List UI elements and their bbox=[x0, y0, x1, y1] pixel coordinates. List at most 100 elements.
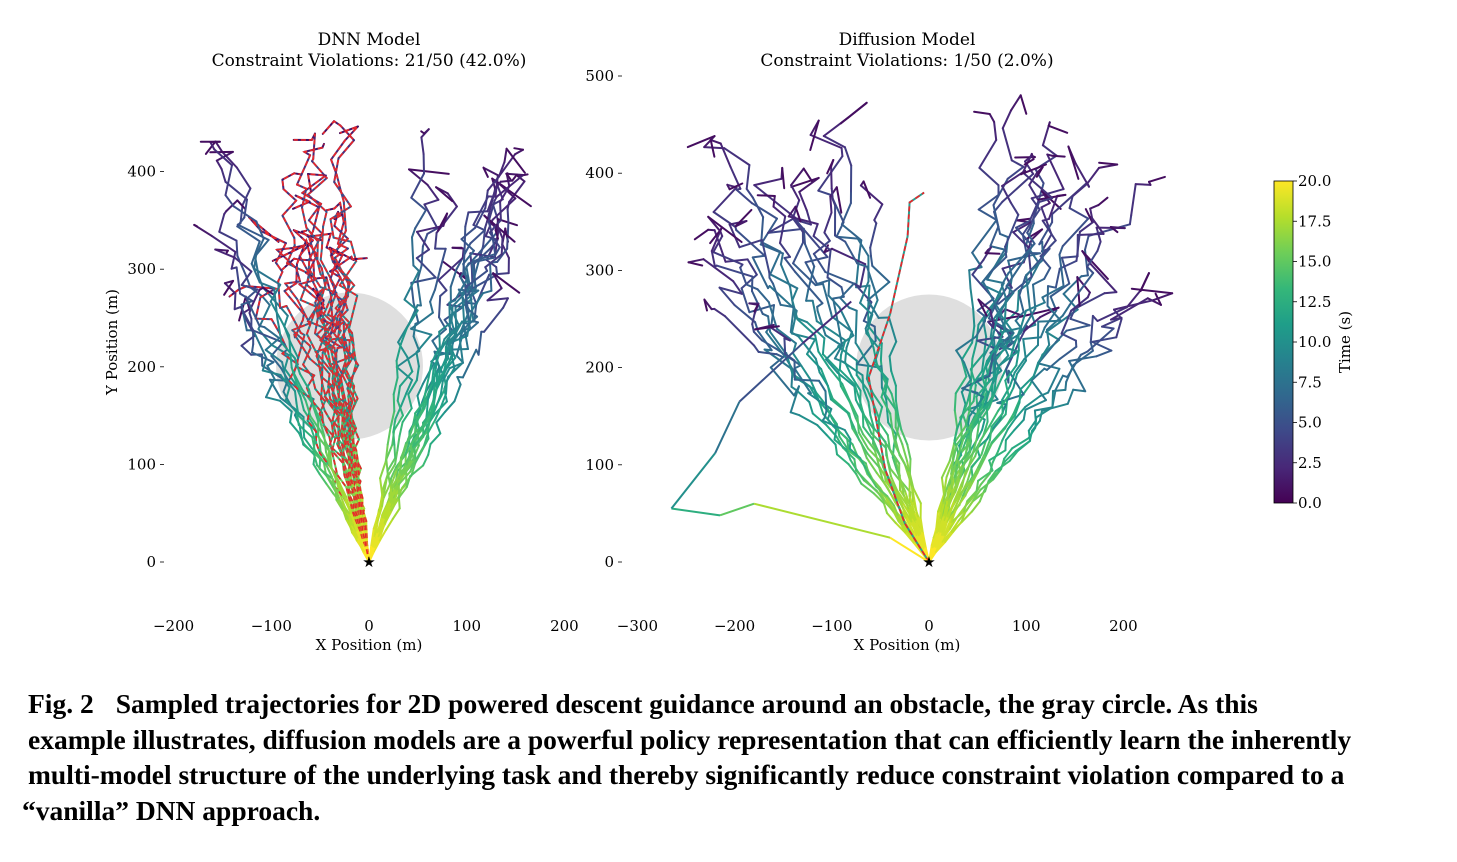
trajectory-segment bbox=[306, 269, 320, 294]
trajectory-segment bbox=[901, 523, 911, 535]
trajectory-segment bbox=[1139, 272, 1150, 292]
trajectory-segment bbox=[236, 199, 247, 210]
trajectory-segment bbox=[817, 350, 831, 369]
trajectory-segment bbox=[999, 232, 1009, 239]
trajectory-segment bbox=[843, 146, 853, 167]
trajectory-segment bbox=[797, 335, 817, 360]
trajectory-segment bbox=[793, 316, 809, 324]
trajectory-segment bbox=[1010, 159, 1025, 168]
trajectory-segment bbox=[779, 263, 792, 288]
trajectory-segment bbox=[424, 376, 430, 395]
trajectory-segment bbox=[261, 295, 271, 307]
trajectory-segment bbox=[878, 452, 885, 469]
trajectory-segment bbox=[1000, 284, 1007, 299]
trajectory-segment bbox=[950, 507, 958, 524]
trajectory-segment bbox=[889, 412, 894, 432]
trajectory-segment bbox=[1023, 158, 1035, 166]
trajectory-segment bbox=[318, 436, 322, 453]
trajectory-segment bbox=[942, 487, 953, 505]
trajectory-segment bbox=[415, 444, 426, 460]
trajectory-segment bbox=[341, 507, 348, 520]
trajectory-segment bbox=[1030, 367, 1046, 382]
trajectory-segment bbox=[1058, 245, 1064, 256]
trajectory-segment bbox=[954, 476, 961, 493]
trajectory-segment bbox=[830, 187, 834, 201]
x-tick-label: −100 bbox=[811, 617, 852, 635]
trajectory-segment bbox=[429, 432, 442, 446]
colorbar-label: Time (s) bbox=[1336, 311, 1354, 373]
trajectory-segment bbox=[1028, 184, 1040, 202]
trajectory-segment bbox=[855, 469, 865, 482]
trajectory-segment bbox=[254, 296, 262, 320]
trajectory-segment bbox=[297, 414, 312, 429]
trajectory-segment bbox=[839, 297, 851, 309]
trajectory-segment bbox=[276, 317, 280, 328]
trajectory-segment bbox=[950, 458, 955, 475]
trajectory-segment bbox=[859, 280, 870, 304]
trajectory-segment bbox=[253, 267, 282, 286]
trajectory-segment bbox=[1030, 379, 1047, 402]
trajectory-segment bbox=[445, 367, 456, 382]
trajectory-segment bbox=[214, 248, 229, 252]
trajectory-segment bbox=[421, 232, 429, 248]
trajectory-segment bbox=[966, 415, 971, 428]
trajectory-segment bbox=[477, 330, 483, 356]
trajectory-segment bbox=[1058, 259, 1078, 270]
y-tick-label: 100 bbox=[127, 455, 156, 473]
trajectory-segment bbox=[769, 366, 796, 397]
trajectory-segment bbox=[464, 286, 468, 310]
trajectory-segment bbox=[908, 504, 917, 521]
trajectory-segment bbox=[974, 440, 982, 458]
trajectory-segment bbox=[458, 328, 465, 340]
trajectory-segment bbox=[425, 382, 433, 400]
trajectory-segment bbox=[943, 476, 948, 496]
trajectory-segment bbox=[1031, 419, 1041, 432]
trajectory-segment bbox=[1020, 163, 1047, 176]
trajectory-segment bbox=[779, 252, 784, 266]
trajectory-segment bbox=[830, 165, 833, 190]
trajectory-segment bbox=[827, 279, 831, 297]
trajectory-segment bbox=[1078, 221, 1094, 233]
trajectory-segment bbox=[398, 421, 404, 438]
trajectory-segment bbox=[856, 262, 868, 268]
trajectory-segment bbox=[829, 195, 833, 214]
colorbar-tick-label: 10.0 bbox=[1298, 333, 1331, 351]
trajectory-segment bbox=[971, 259, 985, 276]
trajectory-segment bbox=[413, 407, 424, 425]
trajectory-segment bbox=[974, 370, 996, 382]
trajectory-segment bbox=[850, 375, 862, 392]
trajectory-segment bbox=[855, 472, 863, 485]
trajectory-segment bbox=[963, 448, 977, 465]
trajectory-segment bbox=[298, 432, 305, 445]
trajectory-segment bbox=[1022, 408, 1027, 421]
trajectory-segment bbox=[832, 297, 839, 325]
trajectory-segment bbox=[329, 451, 333, 469]
trajectory-segment bbox=[709, 228, 722, 245]
trajectory-segment bbox=[751, 254, 766, 259]
plot-subtitle: Constraint Violations: 21/50 (42.0%) bbox=[212, 51, 527, 71]
trajectory-segment bbox=[935, 510, 940, 530]
trajectory-segment bbox=[738, 238, 763, 249]
violation-trajectory bbox=[300, 173, 370, 563]
trajectory-segment bbox=[849, 459, 858, 472]
trajectory-segment bbox=[1041, 402, 1069, 412]
trajectory-segment bbox=[822, 282, 833, 315]
trajectory-segment bbox=[451, 329, 463, 345]
trajectory-segment bbox=[746, 258, 758, 276]
trajectory-segment bbox=[830, 315, 853, 333]
trajectory-segment bbox=[982, 480, 990, 493]
trajectory-segment bbox=[397, 341, 409, 358]
trajectory-segment bbox=[414, 397, 428, 415]
trajectory-segment bbox=[1081, 250, 1109, 280]
x-axis-label: X Position (m) bbox=[316, 636, 423, 654]
trajectory-segment bbox=[264, 348, 284, 364]
trajectory-segment bbox=[1068, 355, 1098, 362]
y-tick-label: 400 bbox=[585, 164, 614, 182]
trajectory-segment bbox=[405, 427, 420, 445]
trajectory-segment bbox=[1015, 219, 1031, 229]
trajectory-segment bbox=[875, 489, 885, 502]
trajectory-segment bbox=[703, 135, 716, 149]
trajectory-segment bbox=[1037, 343, 1051, 364]
trajectory-segment bbox=[833, 357, 844, 363]
trajectory-segment bbox=[955, 428, 970, 446]
